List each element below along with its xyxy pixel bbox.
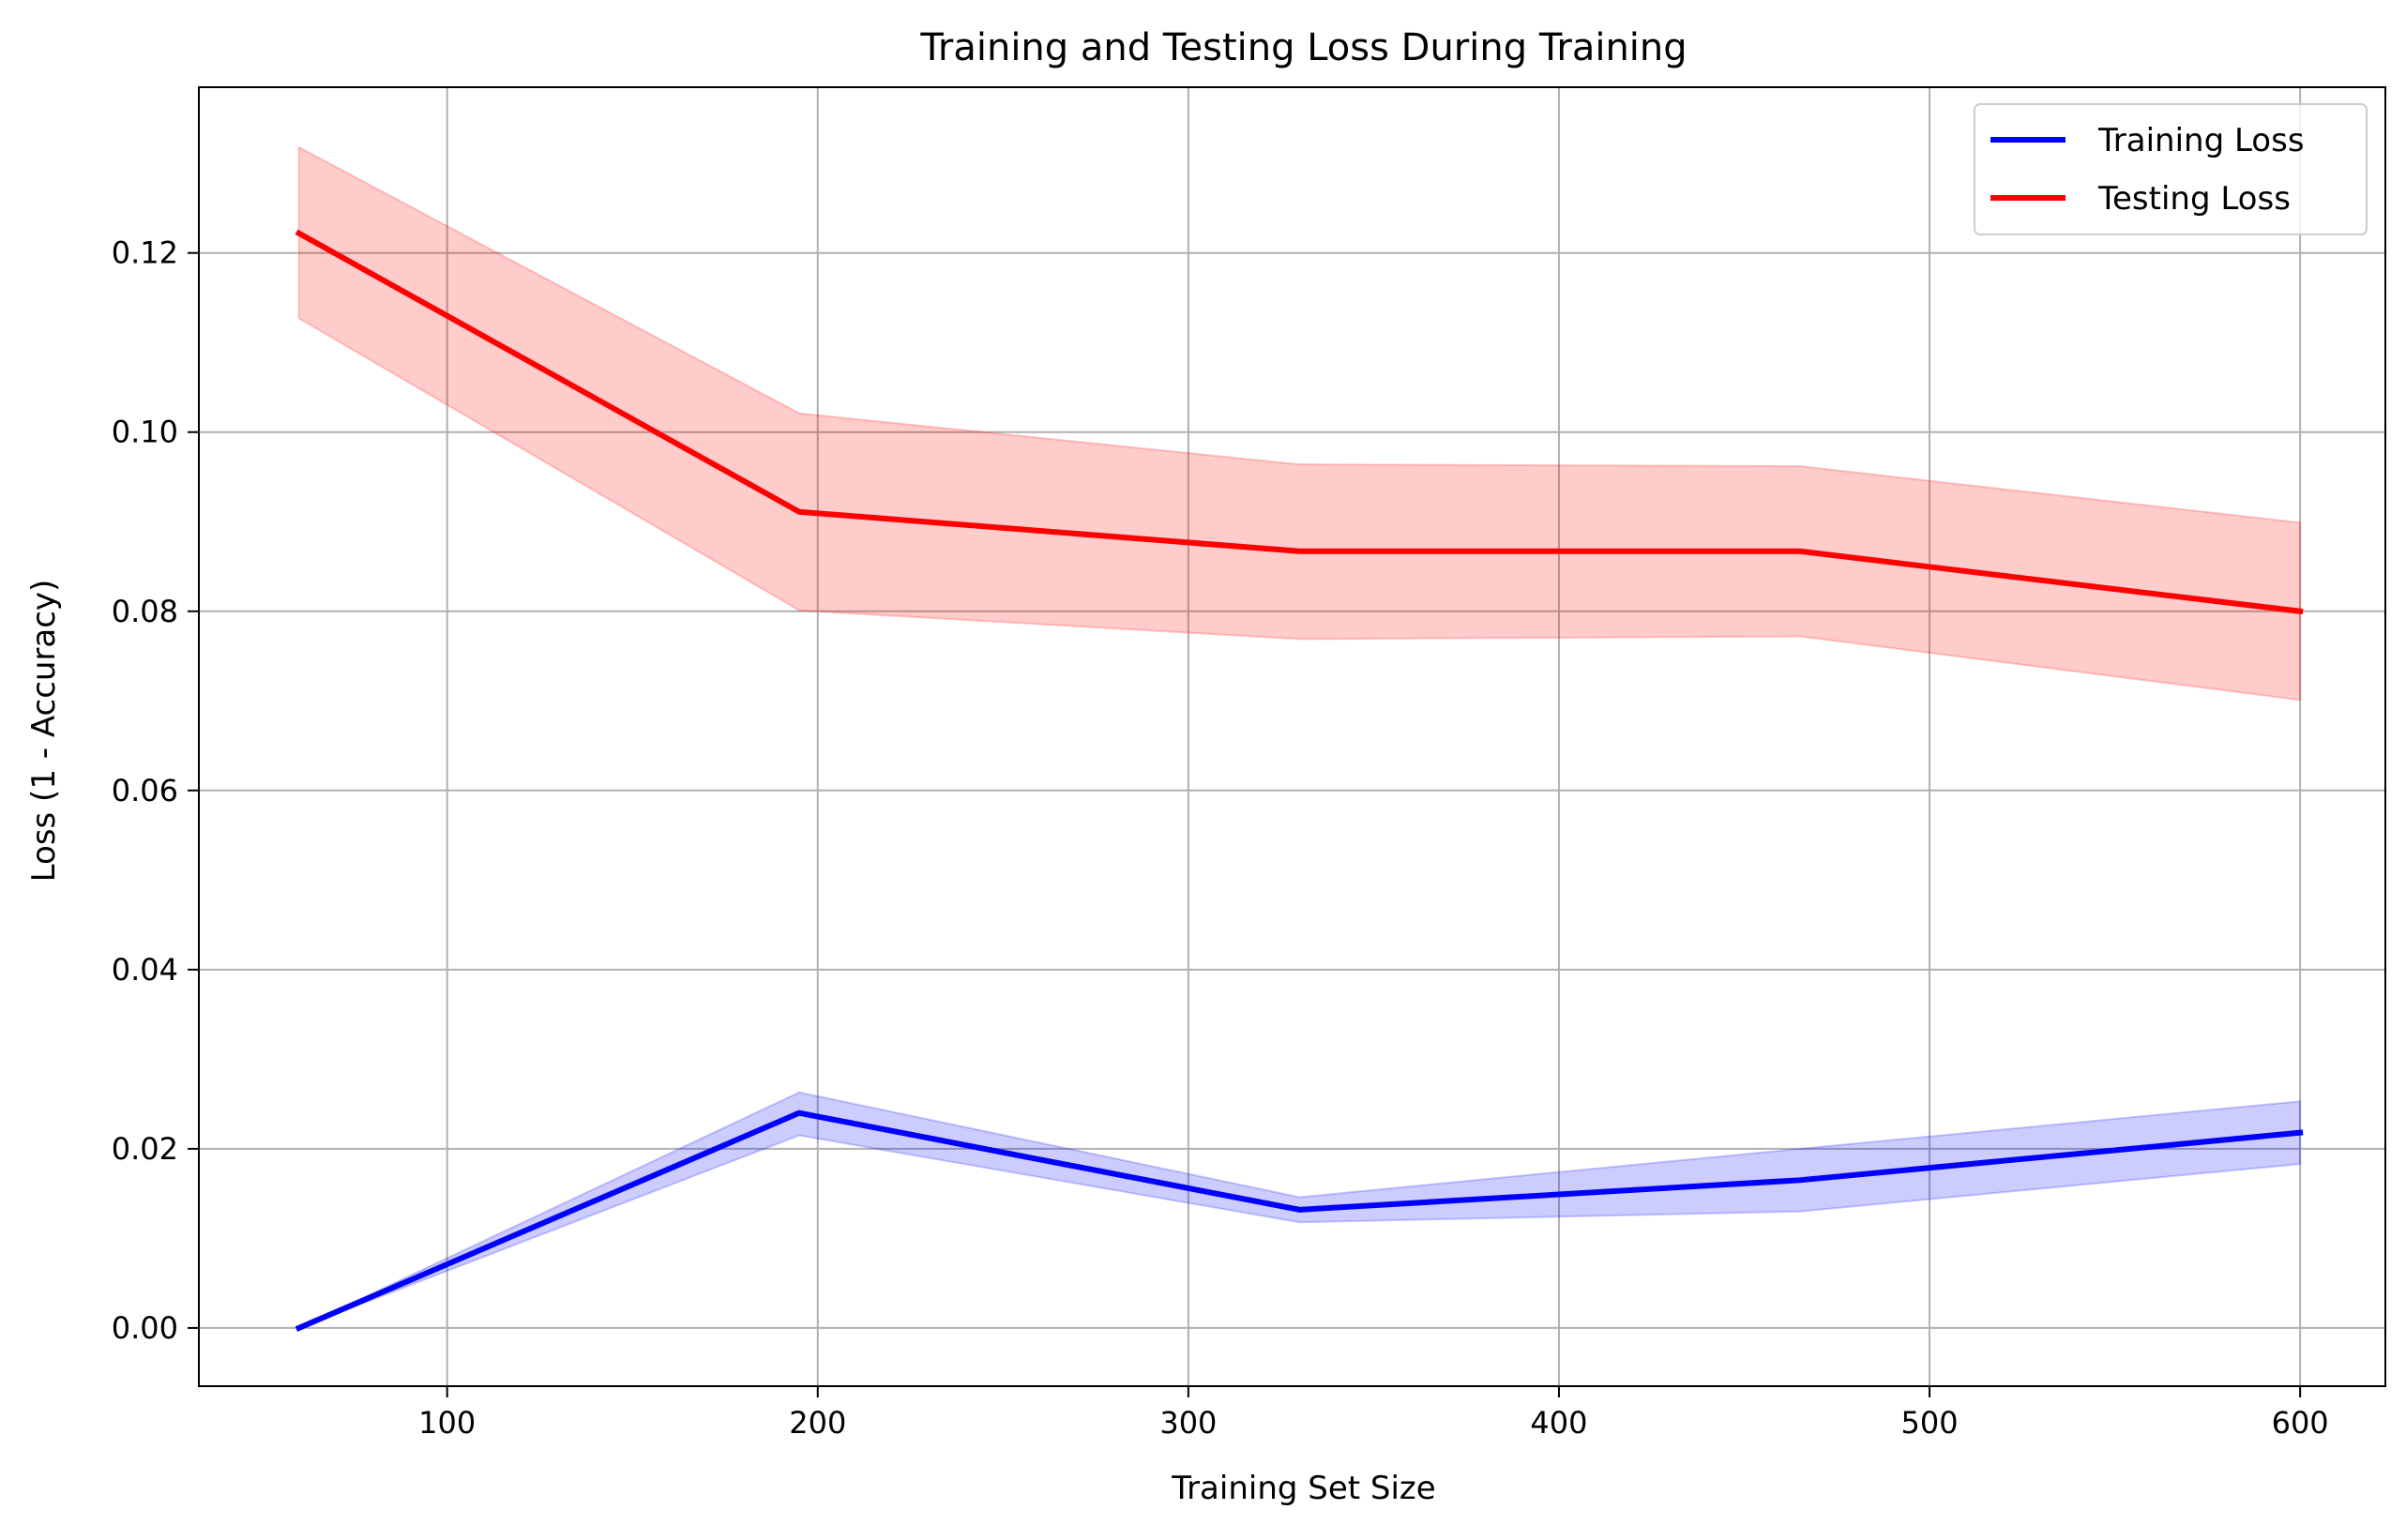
data-point-testing bbox=[296, 231, 302, 236]
y-tick-label: 0.02 bbox=[112, 1131, 178, 1167]
x-tick-label: 500 bbox=[1901, 1405, 1959, 1441]
legend-box bbox=[1974, 103, 2368, 235]
confidence-bands bbox=[297, 145, 2302, 1329]
grid-layer bbox=[199, 87, 2385, 1386]
y-tick-label: 0.10 bbox=[112, 415, 178, 450]
data-point-testing bbox=[1296, 549, 1302, 554]
legend-label-training: Training Loss bbox=[2097, 122, 2305, 159]
legend: Training Loss Testing Loss bbox=[1974, 103, 2368, 235]
chart-title: Training and Testing Loss During Trainin… bbox=[919, 26, 1687, 69]
data-point-testing bbox=[2297, 609, 2303, 614]
y-axis-label: Loss (1 - Accuracy) bbox=[25, 580, 63, 883]
plot-frame bbox=[198, 86, 2386, 1387]
x-tick-label: 300 bbox=[1159, 1405, 1217, 1441]
y-tick-label: 0.12 bbox=[112, 235, 178, 271]
x-tick-label: 200 bbox=[789, 1405, 846, 1441]
band-testing bbox=[297, 145, 2302, 702]
legend-label-testing: Testing Loss bbox=[2097, 180, 2291, 218]
data-point-training bbox=[796, 1110, 802, 1116]
x-tick-label: 400 bbox=[1530, 1405, 1587, 1441]
data-point-testing bbox=[1797, 549, 1803, 554]
y-tick-label: 0.08 bbox=[112, 594, 178, 629]
axis-ticks: 100 200 300 400 500 600 0.00 0.02 0.04 0.06 0.08 0.… bbox=[112, 235, 2329, 1441]
data-point-training bbox=[296, 1325, 302, 1331]
data-point-training bbox=[1296, 1207, 1302, 1213]
series-lines bbox=[295, 229, 2304, 1332]
data-point-testing bbox=[796, 509, 802, 515]
y-tick-label: 0.06 bbox=[112, 773, 178, 808]
y-tick-label: 0.00 bbox=[112, 1310, 178, 1346]
series-line-training bbox=[295, 1110, 2304, 1332]
series-line-testing bbox=[295, 229, 2304, 615]
data-point-training bbox=[2297, 1130, 2303, 1136]
x-tick-label: 600 bbox=[2272, 1405, 2329, 1441]
data-point-training bbox=[1797, 1177, 1803, 1183]
x-tick-label: 100 bbox=[418, 1405, 476, 1441]
y-tick-label: 0.04 bbox=[112, 952, 178, 988]
x-axis-label: Training Set Size bbox=[1171, 1470, 1435, 1507]
